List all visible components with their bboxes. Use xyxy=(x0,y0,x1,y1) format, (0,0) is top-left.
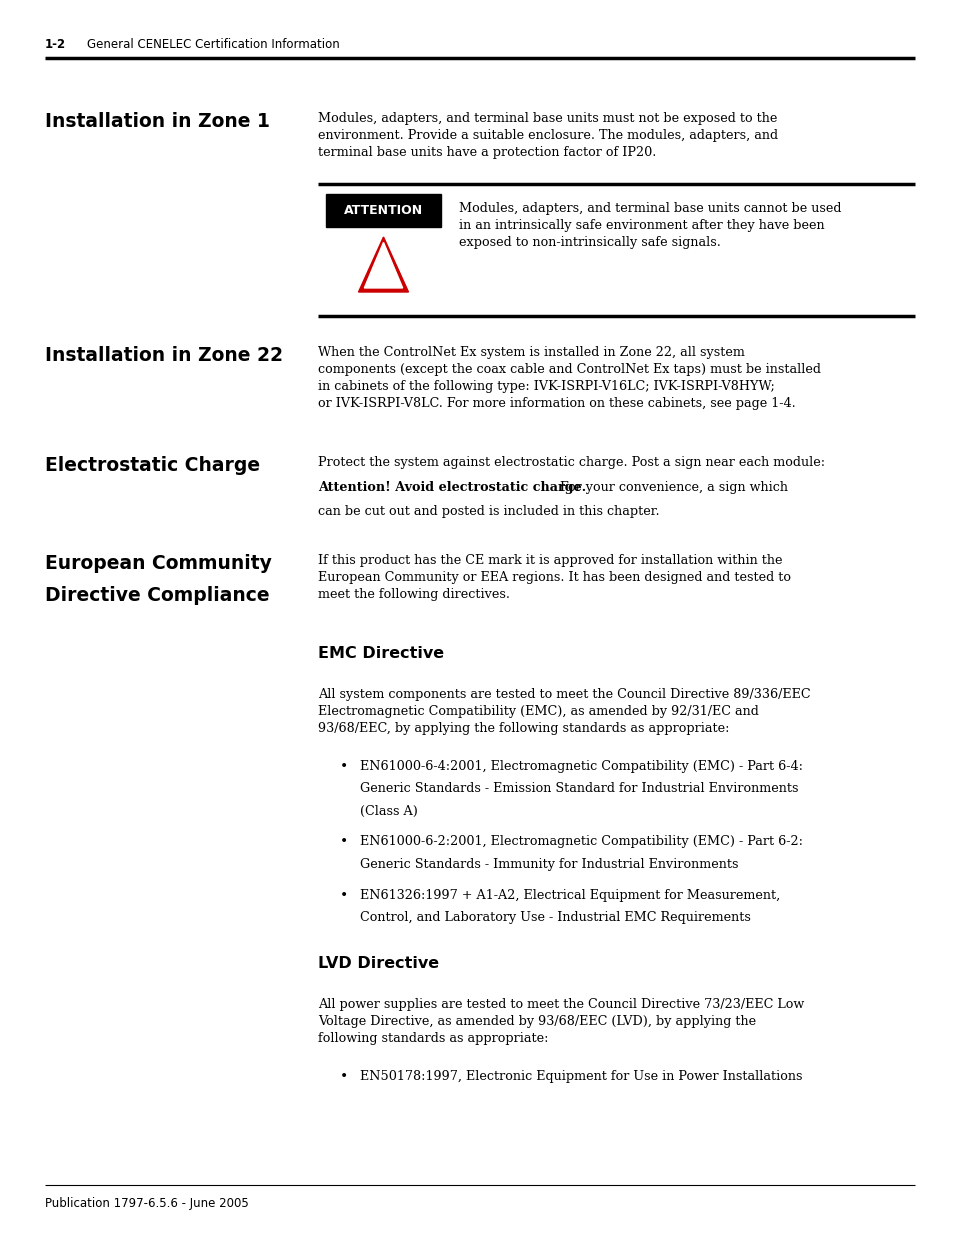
Text: Generic Standards - Emission Standard for Industrial Environments: Generic Standards - Emission Standard fo… xyxy=(359,783,798,795)
Text: Installation in Zone 1: Installation in Zone 1 xyxy=(45,112,270,131)
Text: EN61326:1997 + A1-A2, Electrical Equipment for Measurement,: EN61326:1997 + A1-A2, Electrical Equipme… xyxy=(359,888,780,902)
Text: If this product has the CE mark it is approved for installation within the
Europ: If this product has the CE mark it is ap… xyxy=(317,555,790,601)
Text: Modules, adapters, and terminal base units must not be exposed to the
environmen: Modules, adapters, and terminal base uni… xyxy=(317,112,778,159)
Text: All power supplies are tested to meet the Council Directive 73/23/EEC Low
Voltag: All power supplies are tested to meet th… xyxy=(317,998,803,1045)
Text: !: ! xyxy=(379,245,387,263)
Text: EN61000-6-2:2001, Electromagnetic Compatibility (EMC) - Part 6-2:: EN61000-6-2:2001, Electromagnetic Compat… xyxy=(359,836,802,848)
Text: Control, and Laboratory Use - Industrial EMC Requirements: Control, and Laboratory Use - Industrial… xyxy=(359,911,750,924)
Polygon shape xyxy=(364,242,402,288)
Text: European Community: European Community xyxy=(45,555,272,573)
Text: •: • xyxy=(339,888,348,903)
Text: General CENELEC Certification Information: General CENELEC Certification Informatio… xyxy=(87,38,339,51)
Text: Protect the system against electrostatic charge. Post a sign near each module:: Protect the system against electrostatic… xyxy=(317,456,824,469)
Text: For your convenience, a sign which: For your convenience, a sign which xyxy=(556,480,787,494)
Text: •: • xyxy=(339,836,348,850)
Text: can be cut out and posted is included in this chapter.: can be cut out and posted is included in… xyxy=(317,505,659,517)
Text: EN61000-6-4:2001, Electromagnetic Compatibility (EMC) - Part 6-4:: EN61000-6-4:2001, Electromagnetic Compat… xyxy=(359,760,802,773)
Text: When the ControlNet Ex system is installed in Zone 22, all system
components (ex: When the ControlNet Ex system is install… xyxy=(317,346,821,410)
Text: ATTENTION: ATTENTION xyxy=(344,204,422,217)
Text: Modules, adapters, and terminal base units cannot be used
in an intrinsically sa: Modules, adapters, and terminal base uni… xyxy=(458,203,841,249)
Text: Generic Standards - Immunity for Industrial Environments: Generic Standards - Immunity for Industr… xyxy=(359,858,738,871)
FancyBboxPatch shape xyxy=(326,194,440,227)
Text: (Class A): (Class A) xyxy=(359,805,417,818)
Text: EMC Directive: EMC Directive xyxy=(317,646,444,661)
Text: 1-2: 1-2 xyxy=(45,38,66,51)
Text: Electrostatic Charge: Electrostatic Charge xyxy=(45,456,260,475)
Text: Attention! Avoid electrostatic charge.: Attention! Avoid electrostatic charge. xyxy=(317,480,585,494)
Text: •: • xyxy=(339,1070,348,1083)
Text: Directive Compliance: Directive Compliance xyxy=(45,585,270,605)
Text: Publication 1797-6.5.6 - June 2005: Publication 1797-6.5.6 - June 2005 xyxy=(45,1197,249,1210)
Text: All system components are tested to meet the Council Directive 89/336/EEC
Electr: All system components are tested to meet… xyxy=(317,688,810,735)
Polygon shape xyxy=(358,237,408,291)
Text: Installation in Zone 22: Installation in Zone 22 xyxy=(45,346,283,366)
Text: LVD Directive: LVD Directive xyxy=(317,956,438,971)
Text: •: • xyxy=(339,760,348,774)
Text: EN50178:1997, Electronic Equipment for Use in Power Installations: EN50178:1997, Electronic Equipment for U… xyxy=(359,1070,801,1083)
